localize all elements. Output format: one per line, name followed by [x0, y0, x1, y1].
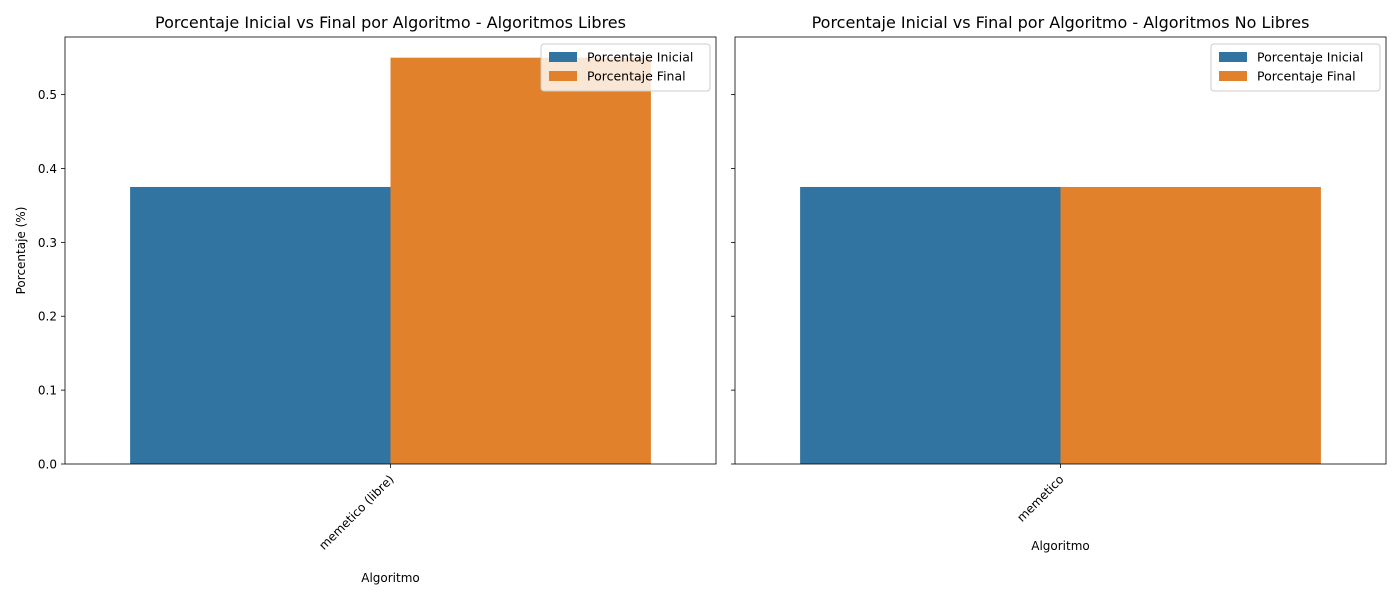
legend: Porcentaje Inicial Porcentaje Final — [1210, 43, 1381, 92]
legend-box — [540, 43, 711, 92]
legend-swatch — [549, 71, 577, 81]
y-tick-label: 0.0 — [38, 458, 57, 472]
legend-swatch — [549, 52, 577, 62]
bar-final-1 — [1060, 186, 1321, 464]
chart-title: Porcentaje Inicial vs Final por Algoritm… — [155, 13, 626, 32]
plot-frame — [64, 36, 717, 465]
y-tick-label: 0.2 — [38, 310, 57, 324]
chart-panel-1: memetico (libre) 0.0 0.1 0.2 0.3 0.4 0.5 Porcen… — [14, 13, 717, 585]
legend: Porcentaje Inicial Porcentaje Final — [540, 43, 711, 92]
y-tick-label: 0.4 — [38, 162, 57, 176]
chart-title: Porcentaje Inicial vs Final por Algoritm… — [812, 13, 1310, 32]
legend-label: Porcentaje Inicial — [1257, 50, 1363, 65]
x-tick-label: memetico (libre) — [316, 472, 396, 552]
legend-swatch — [1219, 52, 1247, 62]
x-axis-label: Algoritmo — [361, 571, 420, 585]
legend-label: Porcentaje Inicial — [587, 50, 693, 65]
legend-swatch — [1219, 71, 1247, 81]
legend-box — [1210, 43, 1381, 92]
legend-label: Porcentaje Final — [1257, 69, 1356, 84]
plot-frame — [734, 36, 1387, 465]
y-tick-label: 0.3 — [38, 236, 57, 250]
chart-panel-2: memetico Porcentaje Inicial vs Final por … — [731, 13, 1387, 553]
y-tick-label: 0.1 — [38, 384, 57, 398]
x-axis-label: Algoritmo — [1031, 539, 1090, 553]
y-tick-label: 0.5 — [38, 88, 57, 102]
bar-inicial-1 — [130, 186, 391, 464]
bar-inicial-1 — [800, 186, 1061, 464]
y-axis-label: Porcentaje (%) — [14, 207, 28, 295]
x-tick-label: memetico — [1014, 472, 1066, 524]
bar-final-1 — [390, 57, 651, 464]
legend-label: Porcentaje Final — [587, 69, 686, 84]
